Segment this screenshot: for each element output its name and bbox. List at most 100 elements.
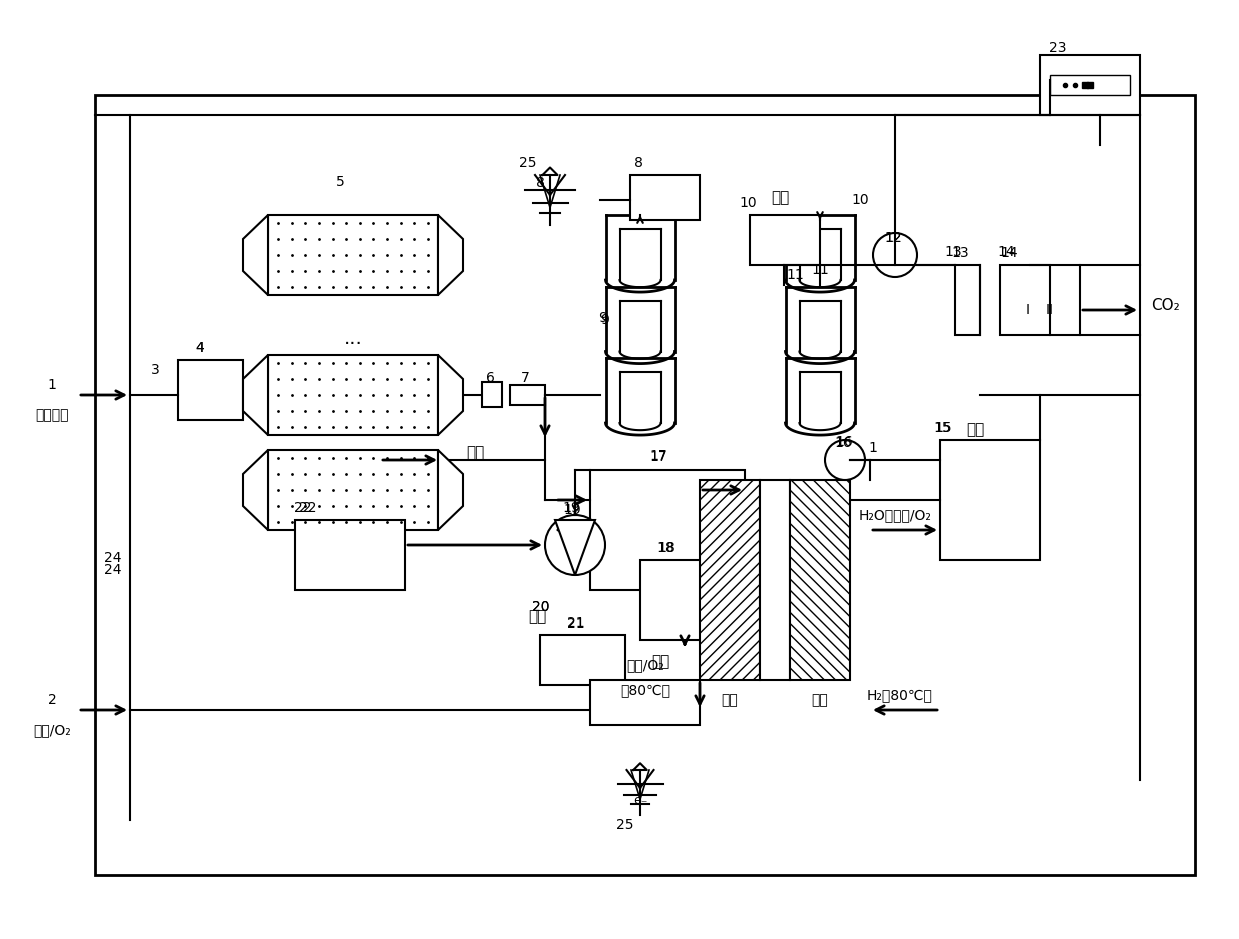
Circle shape [825,440,865,480]
Bar [750,215,820,265]
Text: 22: 22 [294,501,312,515]
Text: 17: 17 [649,449,667,463]
Text: ···: ··· [343,335,362,355]
Bar [850,460,995,575]
Bar [940,440,1040,560]
Polygon shape [439,450,463,530]
Text: 11: 11 [786,268,804,282]
Text: 供暖: 供暖 [528,609,546,624]
Text: 21: 21 [567,617,585,631]
Text: 21: 21 [567,616,585,630]
Polygon shape [439,215,463,295]
Text: 18: 18 [657,541,674,555]
Text: 11: 11 [812,263,829,277]
Text: 16: 16 [834,436,852,450]
Text: 20: 20 [533,600,550,614]
Text: 4: 4 [196,341,204,355]
Text: 9: 9 [598,311,607,325]
Text: 12: 12 [885,231,902,245]
Text: 10: 10 [851,193,869,207]
Bar [1000,265,1049,335]
Text: 24: 24 [104,551,121,565]
Bar [641,560,730,640]
Text: H₂O，空气/O₂: H₂O，空气/O₂ [859,508,932,522]
Bar [295,520,405,590]
Text: 1: 1 [47,378,57,392]
Text: 3: 3 [151,363,160,377]
Text: 4: 4 [196,341,204,355]
Text: 15: 15 [934,421,952,435]
Text: 蒸汽: 蒸汽 [966,423,984,438]
Text: 蒸汽: 蒸汽 [466,445,484,460]
Text: CO₂: CO₂ [1151,298,1180,313]
Text: 25: 25 [616,818,634,832]
Bar [790,480,850,680]
Text: 19: 19 [563,501,580,515]
Bar [1049,75,1130,95]
Bar [1040,55,1140,115]
Bar [510,385,545,405]
Text: 19: 19 [563,503,581,517]
Text: 阳极: 阳极 [812,693,829,707]
Text: 13: 13 [944,245,961,259]
Text: I: I [1026,303,1030,317]
Bar [235,195,475,555]
Bar [95,95,1194,875]
Text: 7: 7 [520,371,529,385]
Bar [700,480,760,680]
Bar [268,355,439,435]
Text: 16: 16 [835,435,852,449]
Text: 阴极: 阴极 [721,693,738,707]
Bar [955,265,980,335]
Text: II: II [1046,303,1054,317]
Text: 22: 22 [300,501,317,515]
Bar [590,680,700,725]
Circle shape [545,515,605,575]
Text: 14: 14 [997,245,1015,259]
Text: 8: 8 [633,156,643,170]
Text: 2: 2 [47,693,57,707]
Polygon shape [555,520,595,575]
Text: 1: 1 [869,441,877,455]
Text: 6: 6 [486,371,494,385]
Text: 空气/O₂: 空气/O₂ [33,723,71,737]
Text: 18: 18 [657,541,675,555]
Text: 17: 17 [649,450,667,464]
Text: 煤矿瓦斯: 煤矿瓦斯 [35,408,68,422]
Bar [560,160,980,500]
Polygon shape [243,355,268,435]
Text: 23: 23 [1049,41,1067,55]
Text: 15: 15 [933,421,950,435]
Text: H₂（80℃）: H₂（80℃） [867,688,933,702]
Bar [590,470,745,590]
Bar [268,450,439,530]
Text: 5: 5 [336,175,344,189]
Text: 10: 10 [740,196,757,210]
Bar [629,175,700,220]
Polygon shape [243,215,268,295]
Text: 空气/O₂: 空气/O₂ [626,658,664,672]
Text: e₋: e₋ [633,793,647,807]
Text: 13: 13 [952,246,969,260]
Circle shape [873,233,917,277]
Bar [482,382,502,407]
Bar [178,360,243,420]
Bar [130,155,980,475]
Bar [700,480,760,680]
Polygon shape [243,450,268,530]
Text: 14: 14 [1000,246,1017,260]
Text: 20: 20 [533,600,550,614]
Bar [790,480,850,680]
Text: 12: 12 [885,231,902,245]
Text: 8: 8 [535,176,544,190]
Text: 蒸汽: 蒸汽 [650,654,669,670]
Text: （80℃）: （80℃） [620,683,670,697]
Text: 9: 9 [601,313,610,327]
Bar [760,480,790,680]
Bar [540,635,624,685]
Text: 24: 24 [104,563,121,577]
Bar [268,215,439,295]
Text: 25: 25 [519,156,536,170]
Text: 供暖: 供暖 [771,191,789,206]
Polygon shape [439,355,463,435]
